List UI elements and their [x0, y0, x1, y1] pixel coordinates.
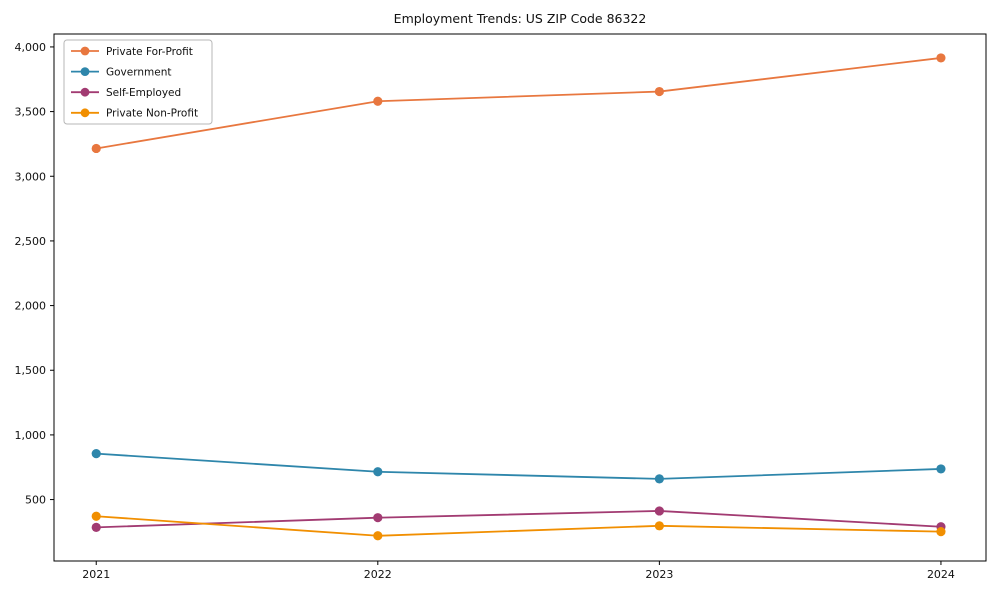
y-tick-label: 3,500 — [15, 106, 47, 119]
data-point-private-non-profit — [654, 521, 664, 531]
data-point-self-employed — [654, 506, 664, 516]
data-point-government — [91, 449, 101, 459]
y-tick-label: 1,500 — [15, 364, 47, 377]
data-point-government — [654, 474, 664, 484]
data-point-government — [373, 467, 383, 477]
data-point-private-non-profit — [373, 531, 383, 541]
legend-marker-private-non-profit — [80, 108, 90, 118]
data-point-private-for-profit — [654, 86, 664, 97]
legend-label-private-non-profit: Private Non-Profit — [106, 108, 198, 120]
x-tick-label: 2022 — [364, 568, 392, 581]
y-tick-label: 1,000 — [15, 429, 47, 442]
legend-label-self-employed: Self-Employed — [106, 87, 181, 99]
plot-border — [53, 33, 987, 562]
data-point-private-for-profit — [936, 53, 946, 63]
series-line-private-non-profit — [96, 515, 941, 537]
legend-label-government: Government — [106, 66, 171, 78]
x-tick-label: 2023 — [645, 568, 673, 581]
data-point-self-employed — [91, 522, 101, 532]
data-point-private-non-profit — [91, 511, 101, 521]
y-tick-label: 4,000 — [15, 41, 47, 54]
data-point-private-for-profit — [373, 96, 383, 106]
series-line-private-for-profit — [96, 57, 942, 150]
y-tick-label: 2,000 — [15, 300, 47, 313]
data-point-government — [936, 464, 946, 474]
x-tick-label: 2021 — [82, 568, 110, 581]
legend-marker-government — [80, 67, 90, 76]
legend-marker-self-employed — [80, 87, 90, 97]
series-line-government — [96, 452, 941, 480]
y-tick-label: 3,000 — [15, 170, 47, 183]
data-point-private-non-profit — [936, 527, 946, 537]
legend-label-private-for-profit: Private For-Profit — [106, 46, 193, 58]
chart-title: Employment Trends: US ZIP Code 86322 — [393, 11, 647, 26]
series-line-self-employed — [96, 510, 941, 529]
legend-marker-private-for-profit — [80, 46, 90, 56]
legend-box — [63, 39, 213, 125]
y-tick-label: 500 — [25, 494, 46, 507]
data-point-self-employed — [373, 513, 383, 523]
data-point-private-for-profit — [91, 143, 101, 154]
x-tick-label: 2024 — [927, 568, 955, 581]
y-tick-label: 2,500 — [15, 235, 47, 248]
